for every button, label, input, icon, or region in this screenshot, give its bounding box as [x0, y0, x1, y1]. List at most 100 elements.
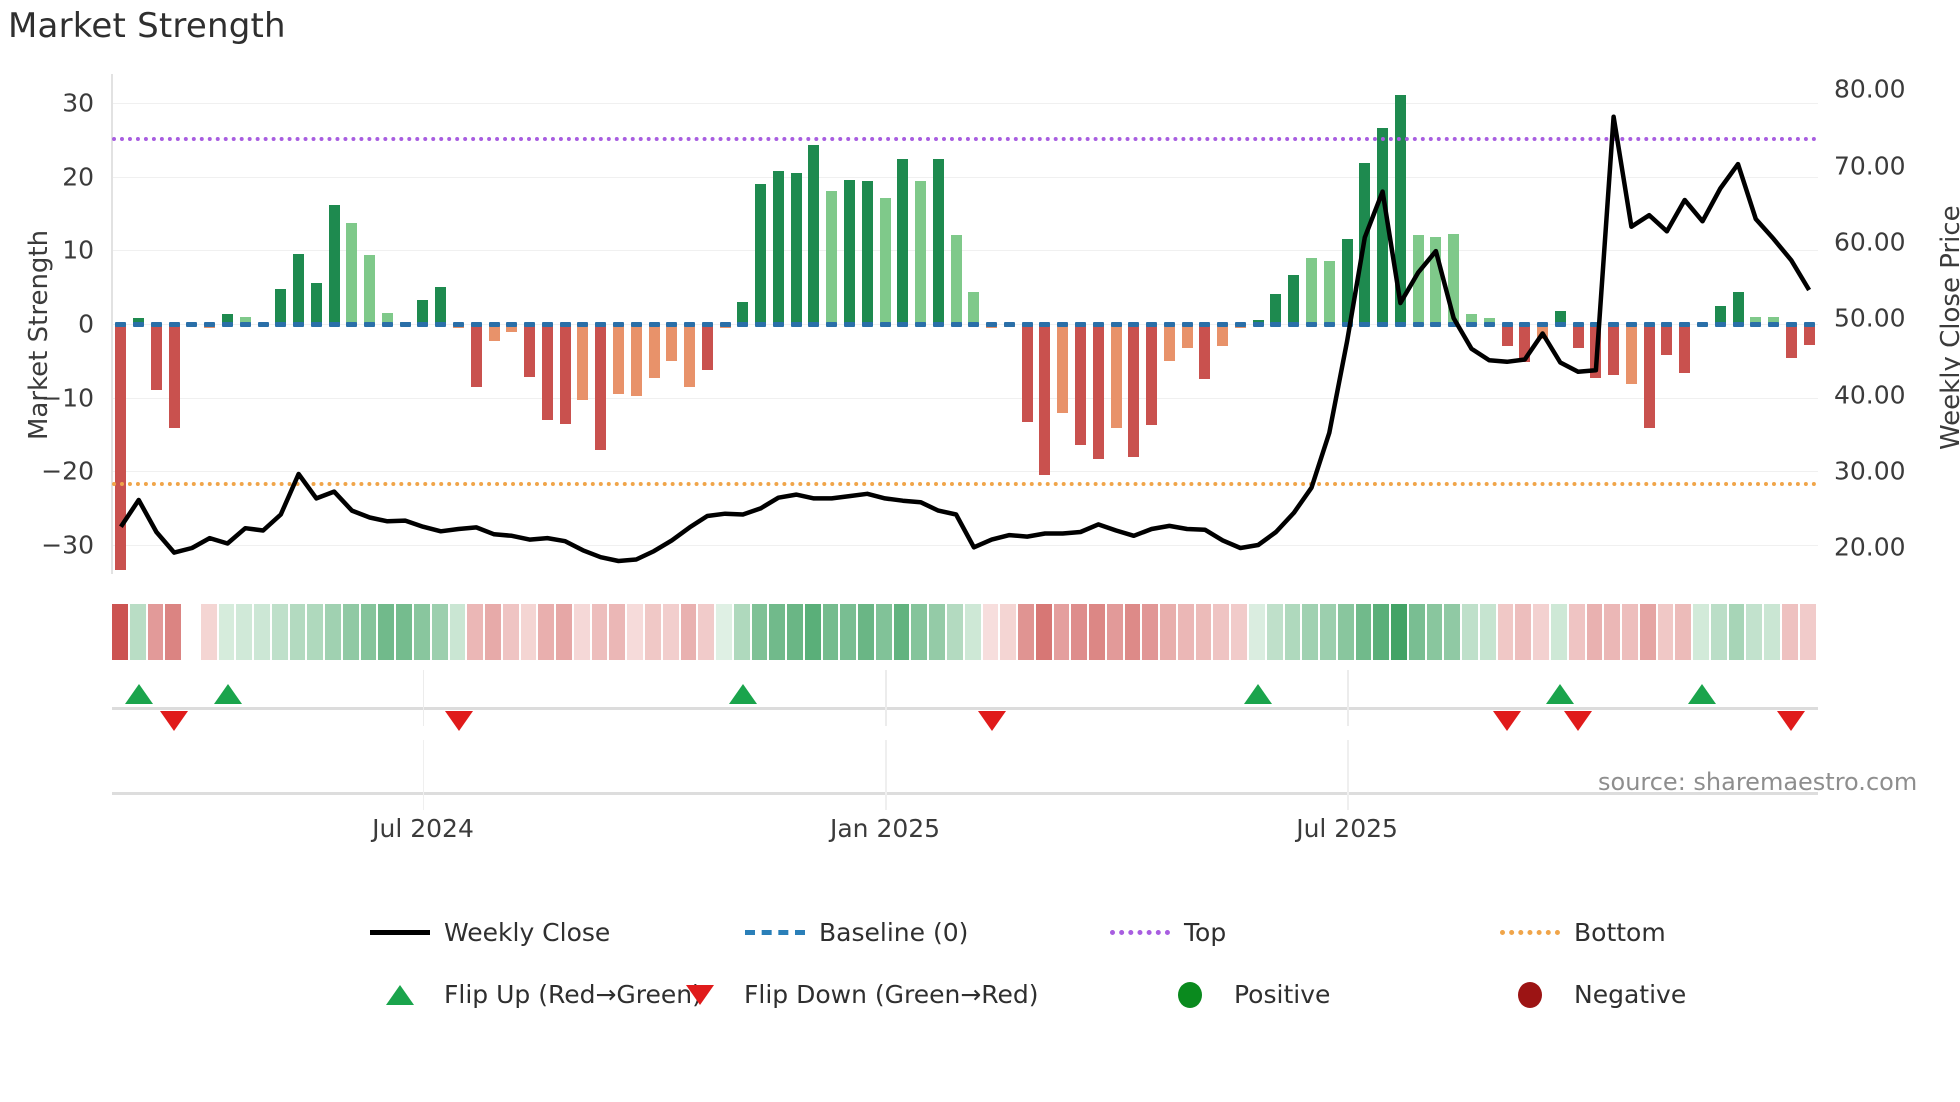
baseline-segment: [1288, 321, 1300, 327]
legend-item[interactable]: Weekly Close: [370, 918, 610, 947]
legend-label: Top: [1184, 918, 1227, 947]
baseline-segment: [239, 321, 251, 327]
heatmap-cell: [1213, 604, 1230, 660]
legend-label: Baseline (0): [819, 918, 969, 947]
flip-up-marker: [1244, 684, 1273, 704]
heatmap-cell: [858, 604, 874, 660]
baseline-segment: [417, 321, 429, 327]
baseline-segment: [346, 321, 358, 327]
baseline-segment: [861, 321, 873, 327]
x-gridline: [885, 670, 887, 726]
heatmap-cell: [627, 604, 643, 660]
x-axis: Jul 2024 Jan 2025 Jul 2025: [112, 740, 1818, 843]
strength-bar: [1075, 324, 1087, 446]
legend-label: Flip Up (Red→Green): [444, 980, 702, 1009]
heatmap-cell: [307, 604, 324, 660]
strength-bar: [950, 235, 962, 324]
heatmap-cell: [396, 604, 413, 660]
strength-bar: [293, 254, 305, 324]
strength-bar: [577, 324, 589, 400]
y-tick-right: 20.00: [1834, 532, 1906, 562]
legend-dot-glyph: [1500, 930, 1560, 935]
heatmap-cell: [1266, 604, 1283, 660]
heatmap-cell: [1497, 604, 1514, 660]
strength-bar: [488, 324, 500, 341]
heatmap-cell: [1089, 604, 1105, 660]
baseline-segment: [541, 321, 553, 327]
baseline-segment: [879, 321, 891, 327]
legend-item[interactable]: Baseline (0): [745, 918, 968, 947]
baseline-segment: [1430, 321, 1442, 327]
baseline-segment: [719, 321, 731, 327]
heatmap-cell: [875, 604, 892, 660]
baseline-segment: [204, 321, 216, 327]
strength-bar: [168, 324, 180, 429]
strength-bar: [915, 180, 927, 324]
baseline-segment: [1572, 321, 1584, 327]
heatmap-cell: [289, 604, 306, 660]
strength-bar: [666, 324, 678, 361]
heatmap-cell: [1320, 604, 1336, 660]
heatmap-cell: [1373, 604, 1390, 660]
baseline-segment: [257, 321, 269, 327]
y-axis-spine: [111, 74, 113, 574]
baseline-segment: [1057, 321, 1069, 327]
bottom-threshold-line: [112, 482, 1818, 487]
heatmap-cell: [485, 604, 501, 660]
legend-item[interactable]: Bottom: [1500, 918, 1666, 947]
y-tick-left: 0: [78, 309, 94, 339]
baseline-segment: [1448, 321, 1460, 327]
heatmap-cell: [716, 604, 732, 660]
baseline-segment: [488, 321, 500, 327]
legend-label: Flip Down (Green→Red): [744, 980, 1039, 1009]
heatmap-cell: [1781, 604, 1798, 660]
baseline-segment: [364, 321, 376, 327]
strength-bar: [595, 324, 607, 451]
baseline-segment: [1039, 321, 1051, 327]
legend-item[interactable]: Negative: [1500, 980, 1686, 1009]
baseline-segment: [1679, 321, 1691, 327]
baseline-segment: [1003, 321, 1015, 327]
heatmap-cell: [1231, 604, 1247, 660]
baseline-segment: [843, 321, 855, 327]
heatmap-cell: [1533, 604, 1550, 660]
heatmap-cell: [200, 604, 217, 660]
strength-bar: [1110, 324, 1122, 429]
heatmap-cell: [378, 604, 395, 660]
strength-bar: [1732, 291, 1744, 324]
x-gridline: [1347, 670, 1349, 726]
flip-markers-row: [112, 670, 1818, 738]
heatmap-cell: [644, 604, 661, 660]
strength-bar: [612, 324, 624, 394]
chart-legend: Weekly Close Baseline (0) Top Bottom Flip U…: [0, 918, 1960, 1020]
heatmap-cell: [1515, 604, 1532, 660]
strength-bar: [1377, 128, 1389, 324]
legend-item[interactable]: Positive: [1160, 980, 1330, 1009]
strength-bar: [1608, 324, 1620, 376]
flip-down-marker: [1493, 711, 1521, 731]
strength-bar: [1572, 324, 1584, 349]
y-tick-right: 60.00: [1834, 227, 1906, 257]
strength-bar: [1039, 324, 1051, 476]
baseline-segment: [1252, 321, 1264, 327]
y-tick-left: −10: [41, 383, 94, 413]
legend-item[interactable]: Flip Up (Red→Green): [370, 980, 702, 1009]
strength-bar: [701, 324, 713, 370]
heatmap-cell: [1444, 604, 1461, 660]
baseline-segment: [1590, 321, 1602, 327]
heatmap-cell: [804, 604, 821, 660]
heatmap-cell: [1124, 604, 1141, 660]
heatmap-cell: [1142, 604, 1159, 660]
heatmap-cell: [1710, 604, 1727, 660]
heatmap-cell: [662, 604, 679, 660]
strength-bar: [328, 204, 340, 324]
baseline-segment: [1270, 321, 1282, 327]
strength-bar: [861, 180, 873, 324]
legend-line-glyph: [370, 930, 430, 935]
y-tick-right: 70.00: [1834, 151, 1906, 181]
heatmap-cell: [1000, 604, 1017, 660]
heatmap-cell: [254, 604, 270, 660]
legend-item[interactable]: Flip Down (Green→Red): [670, 980, 1039, 1009]
legend-item[interactable]: Top: [1110, 918, 1226, 947]
heatmap-cell: [573, 604, 590, 660]
